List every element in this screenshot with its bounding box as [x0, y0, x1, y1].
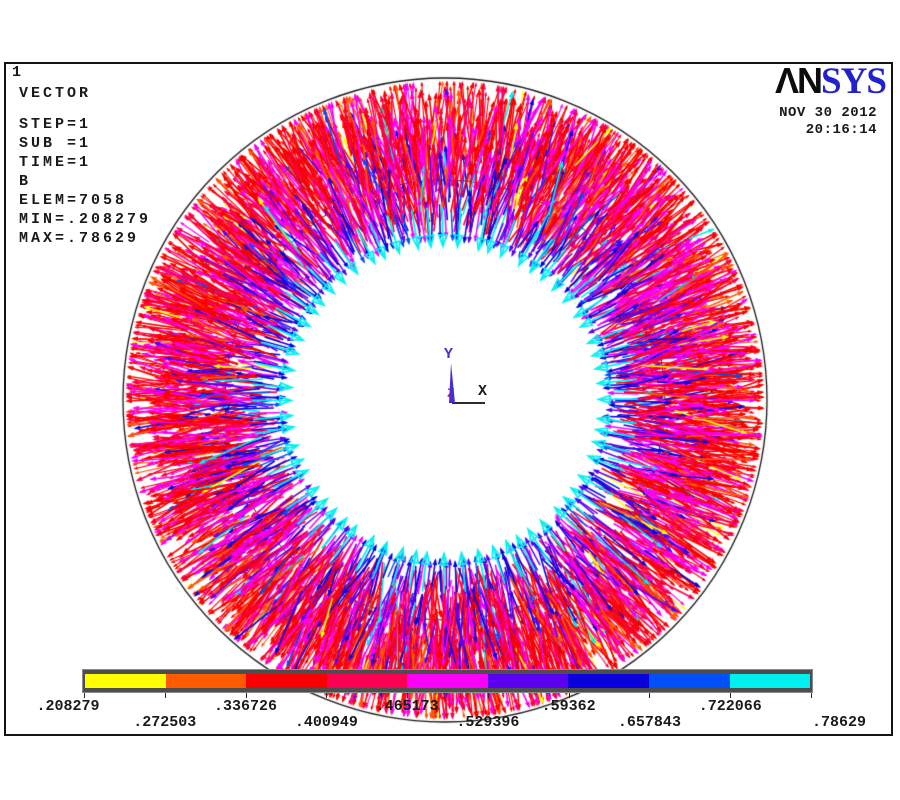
annotation-line: ELEM=7058: [19, 192, 128, 209]
legend-tick: [84, 693, 85, 698]
legend-color-cell: [85, 674, 166, 688]
legend-label: .529396: [456, 714, 520, 731]
annotation-line: STEP=1: [19, 116, 92, 133]
time-text: 20:16:14: [805, 122, 877, 138]
annotation-line: MAX=.78629: [19, 230, 140, 247]
legend-color-cell: [487, 674, 569, 688]
legend-tick: [487, 693, 489, 698]
legend-tick: [164, 693, 166, 698]
legend-tick: [568, 693, 570, 698]
legend-tick: [326, 693, 328, 698]
axis-triad-graphic: Z Y X: [444, 346, 487, 404]
legend-color-cell: [326, 674, 408, 688]
legend-label: .272503: [133, 714, 197, 731]
annotation-line: MIN=.208279: [19, 211, 152, 228]
ansys-logo-sys: SYS: [821, 61, 887, 102]
legend-colorbar: [82, 669, 813, 693]
annotation-line: SUB =1: [19, 135, 92, 152]
ansys-logo: ΛN SYS: [775, 60, 887, 103]
legend-color-cell: [246, 674, 327, 688]
plot-number: 1: [12, 64, 22, 81]
legend-label: .722066: [698, 698, 762, 715]
legend-tick: [245, 693, 247, 698]
legend-color-cell: [729, 674, 811, 688]
legend-label: .465173: [375, 698, 439, 715]
legend-color-cell: [568, 674, 649, 688]
legend-tick: [730, 693, 732, 698]
x-axis-label: X: [478, 383, 487, 400]
date-text: NOV 30 2012: [779, 105, 877, 121]
plot-frame: [4, 62, 893, 736]
y-axis-arrow: [449, 363, 455, 403]
legend-color-cell: [648, 674, 730, 688]
legend-color-cell: [407, 674, 488, 688]
legend-label: .208279: [36, 698, 100, 715]
annotation-line: B: [19, 173, 32, 190]
legend-tick: [407, 693, 409, 698]
annotation-block: VECTOR STEP=1 SUB =1 TIME=1 B ELEM=7058 MIN=.2…: [19, 84, 151, 248]
ansys-logo-an: ΛN: [775, 60, 823, 101]
annotation-line: TIME=1: [19, 154, 92, 171]
legend-label: .336726: [214, 698, 278, 715]
legend-label: .400949: [294, 714, 358, 731]
annotation-line: VECTOR: [19, 85, 92, 102]
legend-tick: [811, 693, 812, 698]
legend-label: .657843: [617, 714, 681, 731]
axis-triad: Z Y X: [425, 340, 500, 415]
legend-tick: [649, 693, 651, 698]
datetime-stamp: NOV 30 2012 20:16:14: [779, 105, 877, 139]
legend-label: .78629: [811, 714, 867, 731]
y-axis-label: Y: [444, 346, 453, 363]
legend-label: .59362: [541, 698, 596, 715]
legend-color-cell: [165, 674, 247, 688]
